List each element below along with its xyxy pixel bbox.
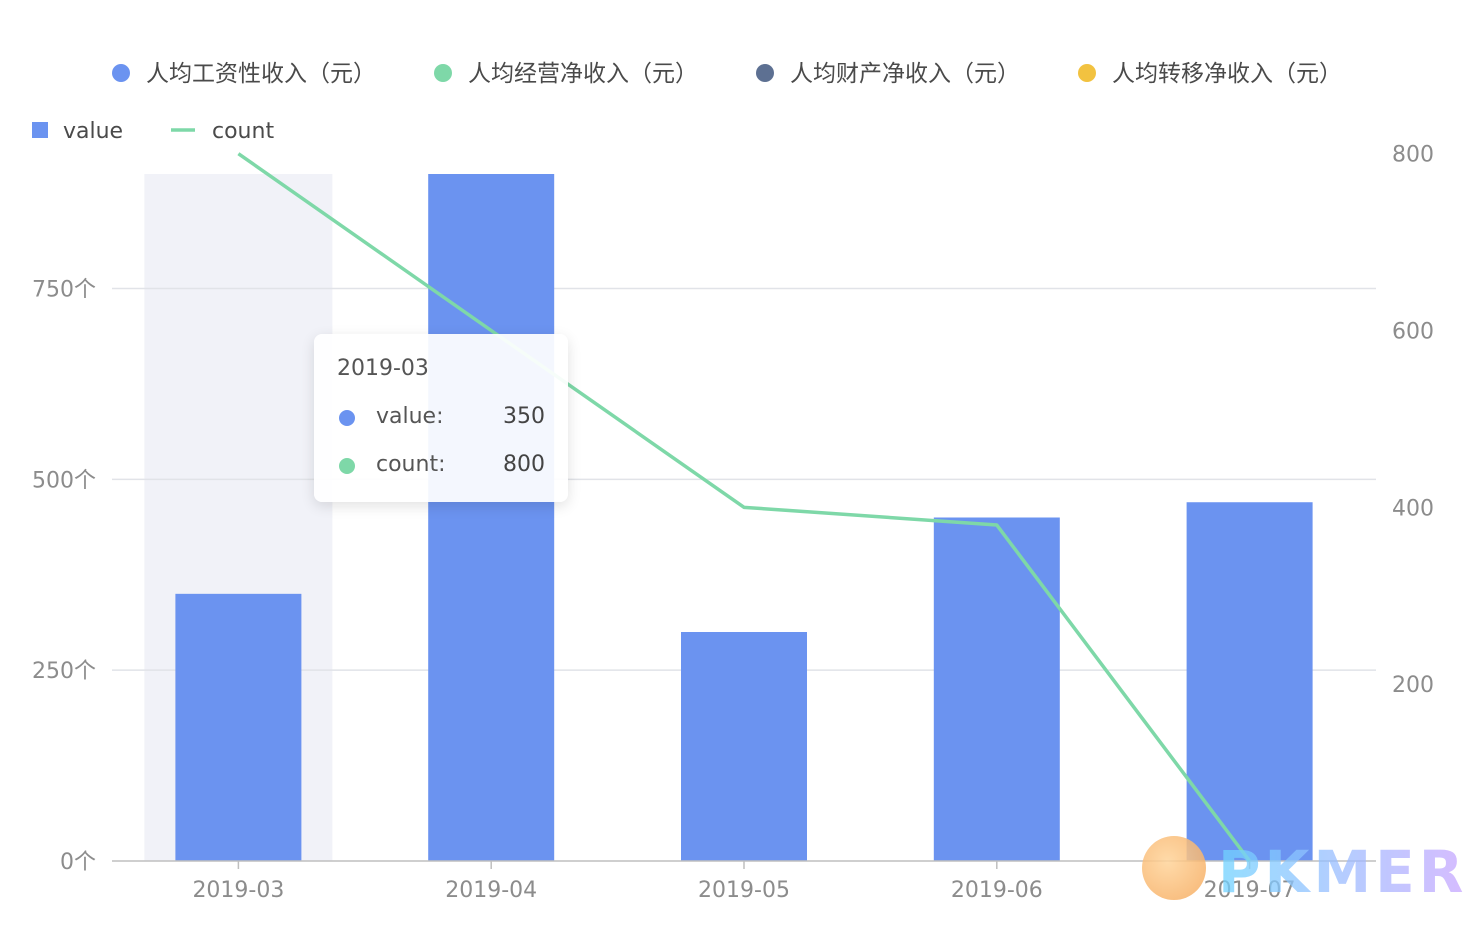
legend-top-dot [434, 64, 452, 82]
x-tick-label: 2019-04 [445, 878, 537, 903]
bar [175, 593, 302, 861]
tooltip-value-number: 350 [503, 404, 545, 429]
x-tick-label: 2019-03 [192, 878, 284, 903]
y-left-tick-label: 250个 [32, 659, 96, 684]
tooltip-count-name: count: [376, 452, 446, 477]
legend-top-label: 人均工资性收入（元） [146, 61, 376, 87]
x-tick-label: 2019-06 [951, 878, 1043, 903]
tooltip-value-name: value: [376, 404, 444, 429]
tooltip-row-value: value: 350 [337, 404, 545, 434]
tooltip-value-dot [339, 410, 355, 426]
bar [1186, 502, 1313, 861]
legend-count-label: count [212, 119, 274, 144]
legend-value-label: value [63, 119, 123, 144]
bar [681, 632, 807, 861]
tooltip-count-number: 800 [503, 452, 545, 477]
legend-top-dot [1078, 64, 1096, 82]
bar [933, 517, 1060, 861]
y-left-tick-label: 0个 [60, 850, 96, 875]
legend-top-dot [112, 64, 130, 82]
legend-top-label: 人均经营净收入（元） [468, 61, 698, 87]
y-left-tick-label: 750个 [32, 278, 96, 303]
y-right-tick-label: 800 [1392, 143, 1434, 168]
legend-top-label: 人均财产净收入（元） [790, 61, 1020, 87]
x-tick-label: 2019-07 [1204, 878, 1296, 903]
y-right-tick-label: 600 [1392, 319, 1434, 344]
count-line [237, 152, 1251, 863]
x-tick-label: 2019-05 [698, 878, 790, 903]
legend-top-dot [756, 64, 774, 82]
tooltip-title: 2019-03 [337, 356, 429, 381]
legend-top-label: 人均转移净收入（元） [1112, 61, 1342, 87]
bar [428, 174, 555, 861]
y-right-tick-label: 200 [1392, 673, 1434, 698]
legend-value-marker [32, 122, 48, 138]
tooltip-row-count: count: 800 [337, 452, 545, 482]
tooltip: 2019-03 value: 350 count: 800 [314, 334, 568, 502]
tooltip-count-dot [339, 458, 355, 474]
y-right-tick-label: 400 [1392, 496, 1434, 521]
y-left-tick-label: 500个 [32, 468, 96, 493]
